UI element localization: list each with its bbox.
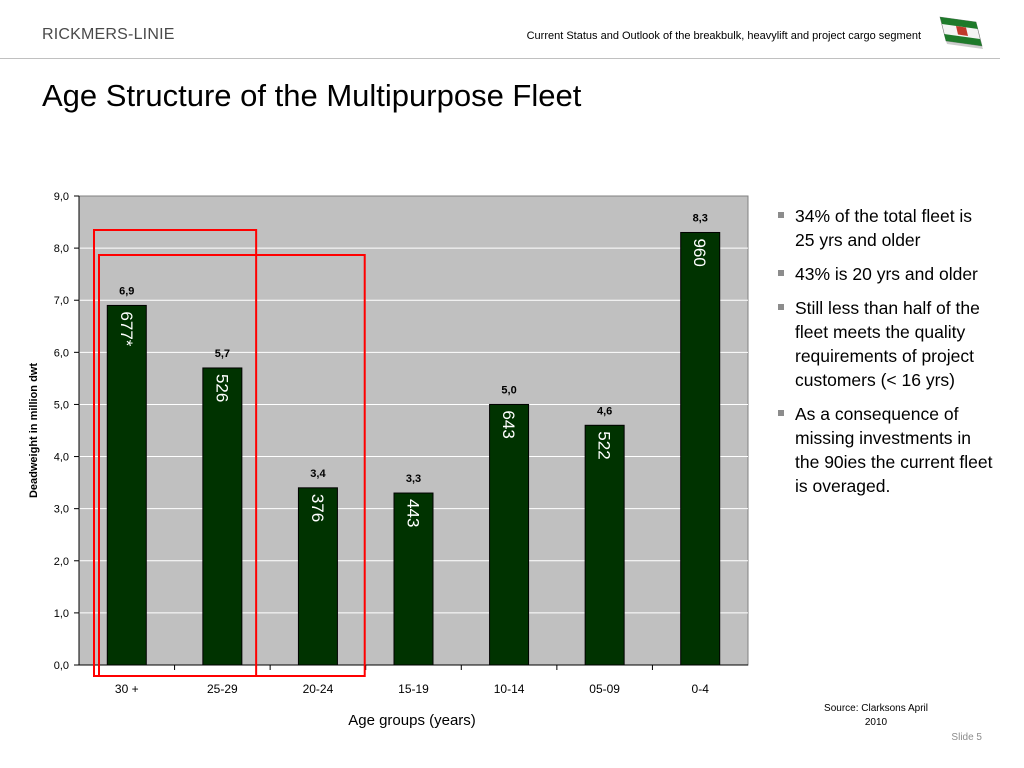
x-axis-title: Age groups (years) bbox=[348, 712, 476, 729]
bar-vessel-count-label: 443 bbox=[404, 499, 423, 527]
bullet-square-icon bbox=[778, 212, 784, 218]
bar-vessel-count-label: 376 bbox=[308, 494, 327, 522]
bar bbox=[393, 492, 434, 666]
bar-value-label: 6,9 bbox=[119, 285, 134, 297]
y-tick-label: 9,0 bbox=[54, 191, 69, 203]
key-points-list: 34% of the total fleet is 25 yrs and old… bbox=[778, 204, 993, 508]
x-tick-label: 15-19 bbox=[398, 682, 429, 696]
y-tick-label: 4,0 bbox=[54, 452, 69, 464]
bar bbox=[584, 424, 625, 666]
y-tick-label: 5,0 bbox=[54, 399, 69, 411]
bar bbox=[297, 487, 338, 666]
bar-vessel-count-label: 960 bbox=[690, 238, 709, 266]
bullet-text: Still less than half of the fleet meets … bbox=[795, 298, 980, 390]
bar-vessel-count-label: 677* bbox=[117, 311, 136, 346]
fleet-age-bar-chart: 0,0 1,0 2,0 3,0 4,0 5,0 6,0 7,0 8,0 9,0 30 + 25-29 2… bbox=[28, 191, 749, 729]
highlight-box bbox=[98, 254, 366, 677]
header-subtitle: Current Status and Outlook of the breakb… bbox=[526, 30, 921, 42]
y-tick-label: 2,0 bbox=[54, 556, 69, 568]
x-tick-label: 30 + bbox=[115, 682, 139, 696]
header-divider bbox=[0, 58, 1000, 59]
bar-value-label: 4,6 bbox=[597, 405, 612, 417]
bar bbox=[680, 231, 721, 666]
bar-vessel-count-label: 643 bbox=[499, 410, 518, 438]
y-tick-label: 1,0 bbox=[54, 608, 69, 620]
bar bbox=[202, 367, 243, 666]
bullet-text: 34% of the total fleet is 25 yrs and old… bbox=[795, 206, 973, 250]
bullet-item: 43% is 20 yrs and older bbox=[778, 262, 993, 286]
bar-value-label: 5,0 bbox=[501, 384, 516, 396]
company-flag-logo bbox=[939, 16, 983, 49]
x-tick-label: 25-29 bbox=[207, 682, 238, 696]
bar-vessel-count-label: 526 bbox=[212, 374, 231, 402]
bullet-square-icon bbox=[778, 270, 784, 276]
y-tick-label: 0,0 bbox=[54, 660, 69, 672]
bar bbox=[106, 304, 147, 666]
bar bbox=[489, 403, 530, 666]
bar-value-label: 3,4 bbox=[310, 468, 326, 480]
x-tick-label: 0-4 bbox=[692, 682, 710, 696]
y-axis-title: Deadweight in million dwt bbox=[28, 363, 40, 498]
x-tick-label: 10-14 bbox=[494, 682, 525, 696]
slide-number: Slide 5 bbox=[951, 732, 982, 743]
bar-value-label: 8,3 bbox=[693, 212, 708, 224]
y-tick-label: 7,0 bbox=[54, 295, 69, 307]
brand-wordmark: RICKMERS-LINIE bbox=[42, 26, 175, 43]
y-tick-label: 6,0 bbox=[54, 347, 69, 359]
bar-vessel-count-label: 522 bbox=[595, 431, 614, 459]
bullet-square-icon bbox=[778, 410, 784, 416]
bar-value-label: 5,7 bbox=[215, 348, 230, 360]
page-title: Age Structure of the Multipurpose Fleet bbox=[42, 78, 582, 113]
bullet-item: 34% of the total fleet is 25 yrs and old… bbox=[778, 204, 993, 252]
bullet-item: As a consequence of missing investments … bbox=[778, 402, 993, 498]
x-tick-label: 20-24 bbox=[303, 682, 334, 696]
y-tick-label: 8,0 bbox=[54, 243, 69, 255]
x-tick-label: 05-09 bbox=[589, 682, 620, 696]
y-tick-label: 3,0 bbox=[54, 504, 69, 516]
bar-value-label: 3,3 bbox=[406, 473, 421, 485]
bullet-square-icon bbox=[778, 304, 784, 310]
source-note: Source: Clarksons April 2010 bbox=[824, 703, 928, 728]
bullet-item: Still less than half of the fleet meets … bbox=[778, 296, 993, 392]
bullet-text: 43% is 20 yrs and older bbox=[795, 264, 978, 284]
bullet-text: As a consequence of missing investments … bbox=[795, 404, 993, 496]
